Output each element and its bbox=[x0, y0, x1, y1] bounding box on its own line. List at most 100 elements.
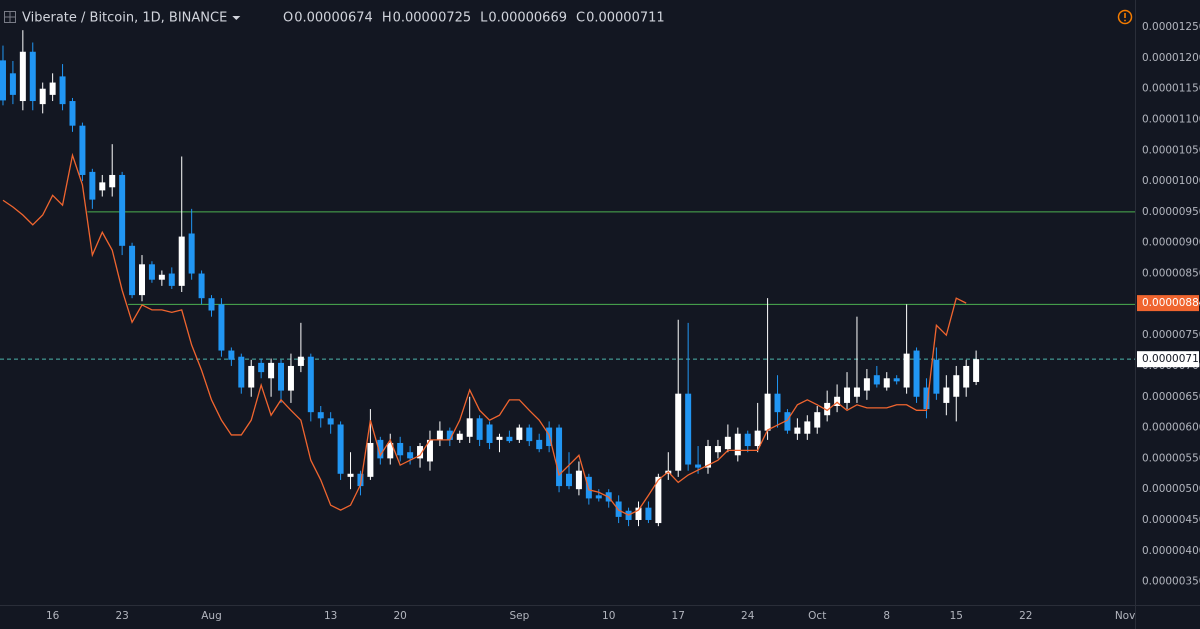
last-price-label: 0.00000711 bbox=[1142, 353, 1200, 365]
candle-body bbox=[724, 436, 731, 450]
y-tick-label: 0.00000900 bbox=[1142, 237, 1200, 249]
candle-body bbox=[963, 365, 970, 388]
last-price-box bbox=[1137, 351, 1199, 368]
candle-body bbox=[0, 60, 6, 101]
candle-body bbox=[804, 421, 811, 434]
candle bbox=[536, 433, 543, 453]
x-tick-label: 20 bbox=[393, 610, 406, 622]
x-tick-label: Sep bbox=[509, 610, 529, 622]
x-tick-label: 22 bbox=[1019, 610, 1032, 622]
candle-body bbox=[834, 396, 841, 407]
legend-key: H bbox=[382, 11, 392, 26]
candle bbox=[744, 430, 751, 453]
y-tick-label: 0.00001050 bbox=[1142, 144, 1200, 156]
candle bbox=[774, 375, 781, 428]
x-tick-label: 24 bbox=[741, 610, 755, 622]
candle-body bbox=[297, 356, 304, 366]
candle-body bbox=[655, 476, 662, 524]
x-tick-label: 23 bbox=[115, 610, 128, 622]
candle-body bbox=[109, 174, 116, 188]
candle bbox=[794, 418, 801, 440]
candle-body bbox=[903, 353, 910, 388]
candle bbox=[297, 322, 304, 373]
candle bbox=[129, 242, 136, 299]
y-tick-label: 0.00001250 bbox=[1142, 21, 1200, 33]
candle bbox=[407, 446, 414, 465]
candle bbox=[734, 427, 741, 462]
candle-body bbox=[417, 446, 424, 459]
candle bbox=[893, 375, 900, 385]
legend-key: C bbox=[576, 11, 585, 26]
candle-body bbox=[158, 274, 165, 280]
layout-icon[interactable] bbox=[4, 11, 16, 23]
candle bbox=[446, 427, 453, 447]
candle-body bbox=[844, 387, 851, 403]
plot-area bbox=[0, 30, 1135, 527]
candle bbox=[913, 347, 920, 403]
y-tick-label: 0.00000750 bbox=[1142, 329, 1200, 341]
candle-body bbox=[774, 393, 781, 413]
candle bbox=[466, 396, 473, 443]
candle bbox=[138, 255, 145, 302]
candle-body bbox=[407, 452, 414, 459]
candle-body bbox=[496, 436, 503, 440]
candle bbox=[516, 424, 523, 443]
candle-body bbox=[814, 412, 821, 428]
y-tick-label: 0.00000350 bbox=[1142, 576, 1200, 588]
candle-body bbox=[913, 350, 920, 397]
candle-body bbox=[9, 73, 16, 95]
candle bbox=[79, 122, 86, 182]
candle-body bbox=[923, 387, 930, 410]
candle-body bbox=[178, 236, 185, 286]
x-tick-label: 17 bbox=[672, 610, 685, 622]
candle bbox=[953, 365, 960, 422]
symbol-dropdown[interactable] bbox=[232, 16, 241, 20]
candle bbox=[29, 42, 36, 111]
candle bbox=[59, 64, 66, 111]
candle bbox=[188, 208, 195, 280]
candle-body bbox=[29, 51, 36, 102]
candle bbox=[287, 353, 294, 403]
candle-body bbox=[556, 427, 563, 487]
candle bbox=[238, 353, 245, 394]
y-tick-label: 0.00000550 bbox=[1142, 452, 1200, 464]
candle-body bbox=[516, 427, 523, 440]
candle-body bbox=[883, 378, 890, 388]
candle-body bbox=[148, 264, 155, 280]
candle bbox=[973, 350, 980, 386]
candle bbox=[675, 319, 682, 477]
candle-body bbox=[49, 82, 56, 95]
warning-circle bbox=[1117, 9, 1133, 25]
candle bbox=[863, 369, 870, 400]
candle-body bbox=[79, 125, 86, 175]
candle bbox=[595, 489, 602, 502]
candle bbox=[168, 267, 175, 289]
candle-body bbox=[436, 430, 443, 440]
candle-body bbox=[238, 356, 245, 388]
candle-body bbox=[327, 418, 334, 425]
candle bbox=[804, 415, 811, 440]
indicator-price-label: 0.00000884 bbox=[1142, 297, 1200, 309]
candle bbox=[933, 347, 940, 400]
candle bbox=[526, 424, 533, 447]
candle-body bbox=[258, 362, 265, 373]
candle-body bbox=[19, 51, 26, 102]
candle-body bbox=[824, 402, 831, 416]
candle bbox=[307, 353, 314, 422]
x-tick-label: Nov bbox=[1115, 610, 1136, 622]
candle-body bbox=[268, 362, 275, 379]
candle-body bbox=[754, 430, 761, 447]
candle-body bbox=[307, 356, 314, 413]
warning-icon[interactable] bbox=[1117, 9, 1133, 25]
y-tick-label: 0.00000400 bbox=[1142, 545, 1200, 557]
candle bbox=[853, 316, 860, 403]
candle bbox=[963, 359, 970, 397]
candle bbox=[565, 452, 572, 490]
candle bbox=[426, 430, 433, 471]
symbol-title[interactable]: Viberate / Bitcoin, 1D, BINANCE bbox=[22, 11, 227, 26]
candle bbox=[814, 406, 821, 434]
candle-body bbox=[357, 473, 364, 487]
candle-body bbox=[69, 101, 76, 126]
candle bbox=[49, 73, 56, 102]
